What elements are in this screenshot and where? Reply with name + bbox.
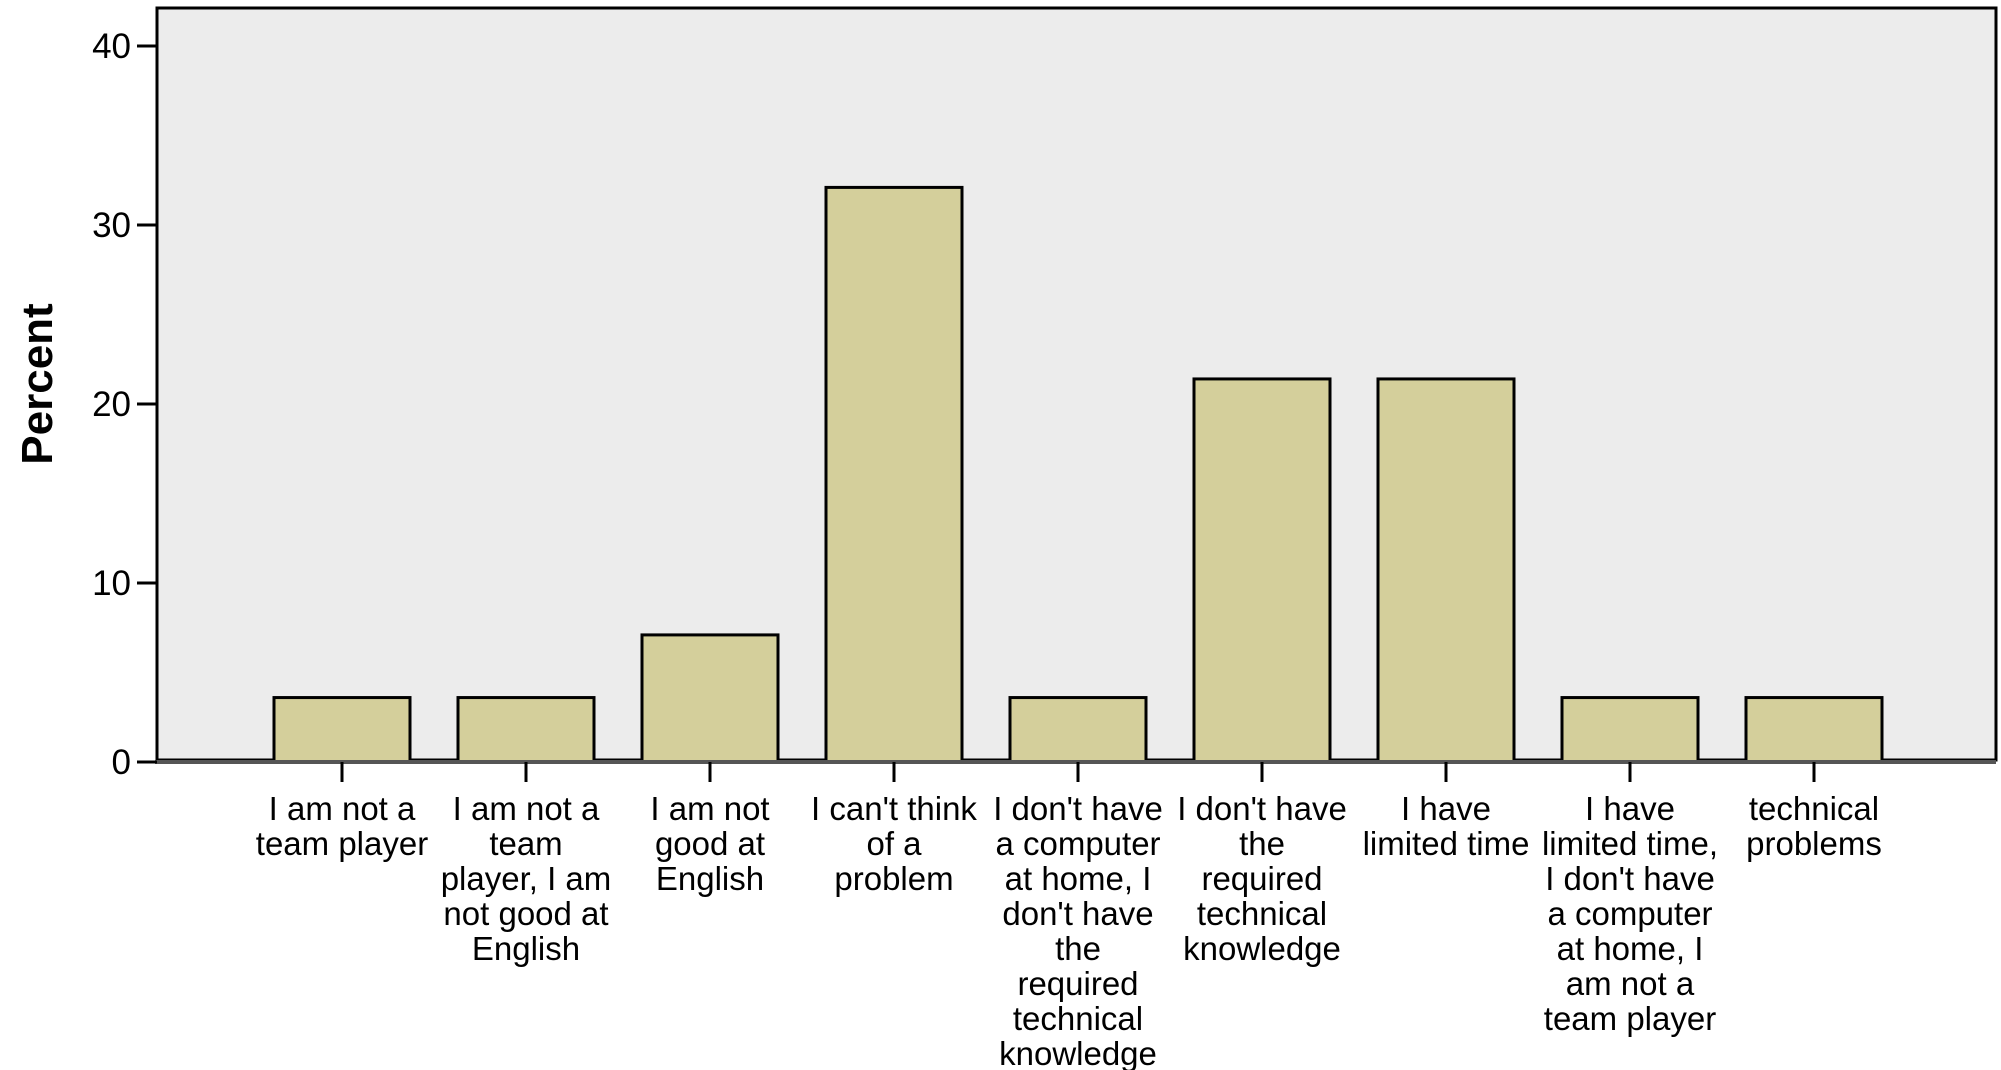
y-axis-label: Percent [13,303,62,465]
x-category-label-line: I don't have [1545,860,1715,897]
x-category-label-line: the [1055,930,1101,967]
x-category-label-line: I am not a [269,790,416,827]
y-tick-label: 10 [92,564,131,603]
x-category-label: I have limited time, I don't have a compute… [1542,790,1718,1037]
x-category-label-line: team player [1544,1000,1716,1037]
x-category-label: I don't have the required technical knowledg… [1177,790,1347,967]
bar [1008,696,1148,764]
x-category-label-line: team player [256,825,428,862]
x-category-label-line: I don't have [1177,790,1347,827]
x-category-label-line: knowledge [999,1035,1157,1070]
x-category-label-line: at home, I [1557,930,1704,967]
x-category-label-line: player, I am [441,860,612,897]
bar [824,185,964,764]
x-category-label-line: I don't have [993,790,1163,827]
x-category-label-line: technical [1197,895,1327,932]
x-category-label-line: I have [1585,790,1675,827]
x-category-label-line: a computer [1547,895,1712,932]
x-category-label: I have limited time [1363,790,1530,862]
bar [1192,377,1332,764]
x-category-label: I can't think of a problem [811,790,977,897]
x-category-label-line: required [1017,965,1138,1002]
x-category-label-line: technical [1749,790,1879,827]
plot-area [155,6,1998,762]
x-category-label-line: English [656,860,764,897]
y-tick-label: 40 [92,27,131,66]
x-category-label: I am not a team player [256,790,428,862]
x-category-label-line: problem [834,860,953,897]
bar [272,696,412,764]
x-category-label-line: I am not a [453,790,600,827]
x-category-label: technical problems [1746,790,1882,862]
x-category-label: I am not a team player, I am not good at Eng… [441,790,612,967]
y-tick-label: 30 [92,206,131,245]
x-category-label-line: I am not [650,790,769,827]
x-category-label-line: a computer [995,825,1160,862]
x-category-label-line: I have [1401,790,1491,827]
x-category-label-line: don't have [1002,895,1153,932]
x-category-label-line: required [1201,860,1322,897]
bar [640,633,780,764]
x-category-label-line: knowledge [1183,930,1341,967]
x-category-label-line: limited time, [1542,825,1718,862]
x-category-label-line: technical [1013,1000,1143,1037]
bar [1744,696,1884,764]
x-category-label-line: limited time [1363,825,1530,862]
y-ticks-group: 0 10 20 30 40 [92,27,157,782]
bar [456,696,596,764]
bar [1560,696,1700,764]
y-tick-label: 0 [112,743,131,782]
bars-group [272,185,1884,764]
x-category-label-line: the [1239,825,1285,862]
x-category-label-line: am not a [1566,965,1695,1002]
x-category-label-line: English [472,930,580,967]
x-category-label-line: at home, I [1005,860,1152,897]
x-category-label-line: I can't think [811,790,977,827]
x-category-label-line: good at [655,825,765,862]
x-category-label: I am not good at English [650,790,769,897]
y-tick-label: 20 [92,385,131,424]
x-category-label-line: problems [1746,825,1882,862]
bar [1376,377,1516,764]
x-category-label-line: not good at [443,895,608,932]
x-category-label-line: of a [866,825,922,862]
x-category-label-line: team [489,825,562,862]
